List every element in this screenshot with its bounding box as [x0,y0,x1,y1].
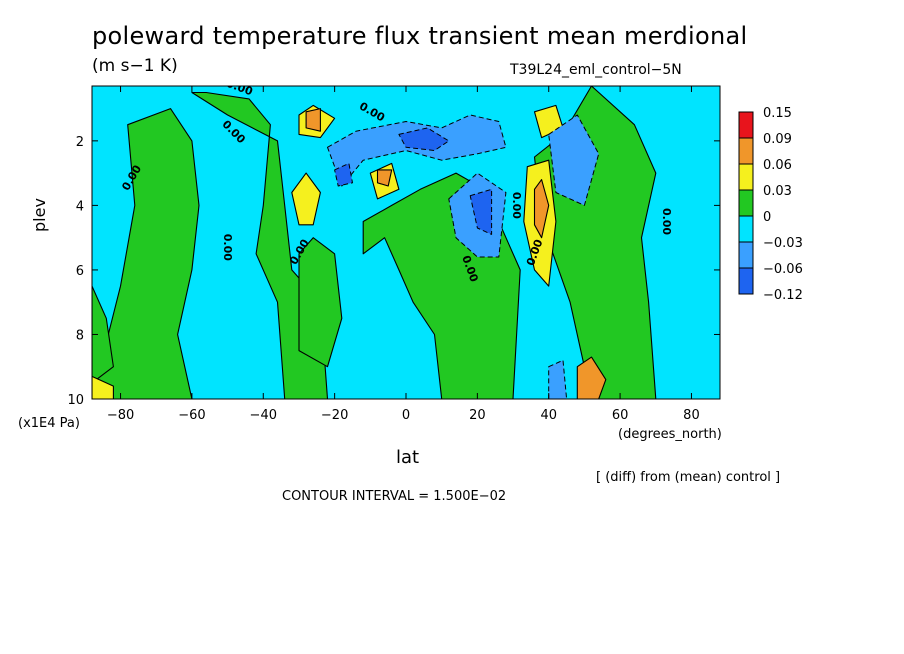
contour-core-6 [291,172,321,226]
colorbar: 0.15 0.09 0.06 0.03 0 −0.03 −0.06 −0.12 [738,106,803,303]
x-axis-label: lat [396,447,420,468]
filled-contours [92,86,720,399]
contour-core-13 [376,169,393,187]
x-tick-label: 80 [683,408,700,423]
x-tick-label: −80 [107,408,134,423]
axes: −80 −60 −40 −20 0 20 40 60 80 2 4 6 8 10 [67,86,720,423]
x-tick-label: −20 [321,408,348,423]
colorbar-label: 0.09 [763,132,792,147]
colorbar-label: 0.06 [763,158,792,173]
x-tick-label: −60 [178,408,205,423]
contour-core-19 [398,127,450,151]
chart-units: (m s−1 K) [92,56,178,76]
contour-band-4 [298,237,343,368]
chart-title: poleward temperature flux transient mean… [92,22,748,50]
contour-core-12 [305,108,321,132]
colorbar-label: −0.06 [763,262,803,277]
x-tick-label: −40 [250,408,277,423]
contour-core-15 [92,375,114,399]
colorbar-swatch [738,137,754,165]
colorbar-label: 0.03 [763,184,792,199]
contour-band-1 [191,91,329,399]
colorbar-swatch [738,189,754,217]
contour-interval: CONTOUR INTERVAL = 1.500E−02 [282,489,507,504]
contour-core-16 [327,114,507,187]
contour-label-7: 0.00 [510,192,523,219]
y-tick-label: 10 [67,393,84,408]
contour-core-21 [334,162,353,187]
colorbar-swatch [738,111,754,139]
y-axis-units: (x1E4 Pa) [18,416,80,431]
contour-core-11 [533,179,550,239]
contour-core-22 [548,359,568,399]
colorbar-swatch [738,215,754,243]
contour-band-5 [92,285,114,384]
x-axis-units: (degrees_north) [618,427,722,442]
x-tick-label: 60 [612,408,629,423]
colorbar-label: −0.12 [763,288,803,303]
x-tick-label: 20 [469,408,486,423]
colorbar-label: 0 [763,210,771,225]
contour-label-9: 0.00 [660,208,673,235]
contour-label-1: 0.00 [221,234,234,261]
contour-core-20 [469,188,493,235]
x-tick-label: 40 [540,408,557,423]
contour-core-18 [548,114,600,206]
colorbar-label: 0.15 [763,106,792,121]
y-tick-label: 8 [76,328,84,343]
run-id: T39L24_eml_control−5N [510,62,682,78]
colorbar-swatch [738,241,754,269]
colorbar-label: −0.03 [763,236,803,251]
y-tick-label: 2 [76,135,84,150]
y-tick-label: 6 [76,264,84,279]
x-tick-label: 0 [402,408,410,423]
contour-band-0 [92,108,200,399]
y-tick-label: 4 [76,199,84,214]
colorbar-swatch [738,267,754,295]
diff-note: [ (diff) from (mean) control ] [596,470,781,485]
contour-core-14 [576,356,607,399]
colorbar-swatch [738,163,754,191]
